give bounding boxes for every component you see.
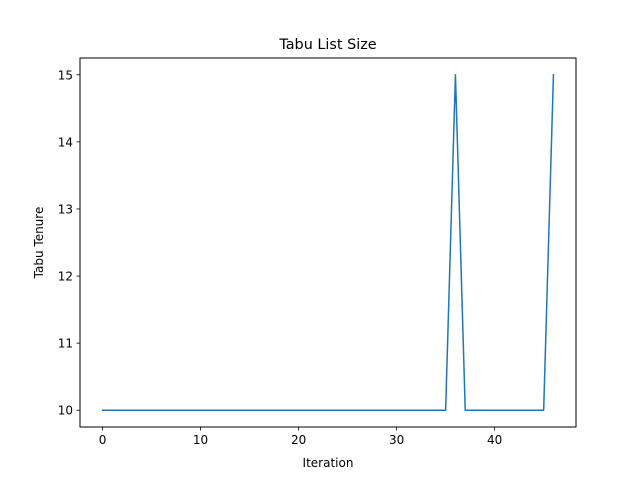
y-tick-label-13: 13 <box>58 202 73 216</box>
y-tick-label-15: 15 <box>58 68 73 82</box>
x-tick-label-40: 40 <box>487 433 502 447</box>
chart-title: Tabu List Size <box>278 37 376 53</box>
x-tick-label-30: 30 <box>389 433 404 447</box>
x-tick-label-0: 0 <box>99 433 107 447</box>
plot-frame <box>79 57 577 428</box>
plot-area <box>80 58 576 427</box>
x-axis-label: Iteration <box>303 456 354 470</box>
y-tick-label-12: 12 <box>58 270 73 284</box>
y-tick-label-11: 11 <box>58 337 73 351</box>
y-axis-ticks: 10 11 12 13 14 15 <box>58 68 80 418</box>
x-tick-label-10: 10 <box>193 433 208 447</box>
y-tick-label-10: 10 <box>58 404 73 418</box>
y-axis-label: Tabu Tenure <box>32 207 46 280</box>
y-tick-label-14: 14 <box>58 135 73 149</box>
x-axis-ticks: 0 10 20 30 40 <box>99 427 502 447</box>
x-tick-label-20: 20 <box>291 433 306 447</box>
series-line-0 <box>101 73 555 411</box>
series-layer <box>101 73 555 411</box>
